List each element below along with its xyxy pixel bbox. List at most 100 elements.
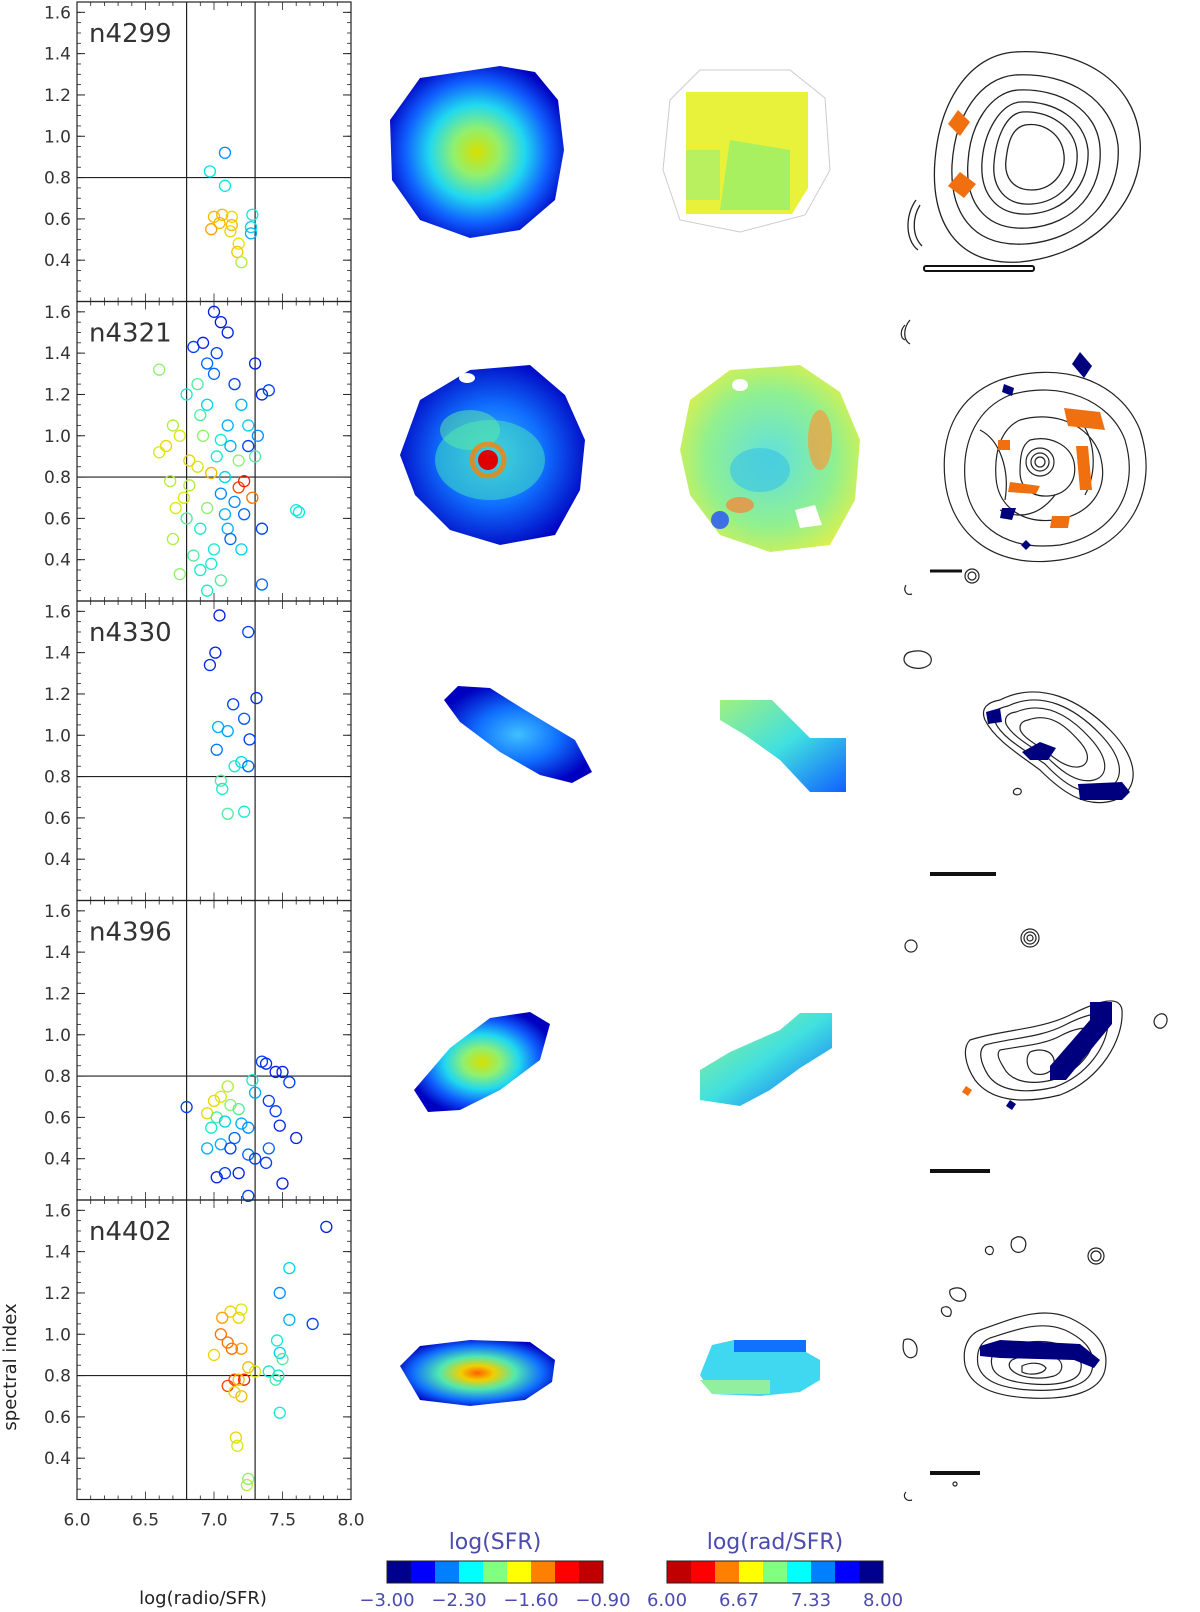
y-tick-label: 1.6 [44,3,71,23]
contour-n4396 [904,928,1168,1173]
data-point [191,460,204,473]
y-tick-label: 1.2 [44,86,71,106]
y-tick-label: 1.4 [44,1243,71,1263]
data-point [218,470,232,484]
data-point [237,1373,251,1386]
data-point [251,429,264,442]
data-point [235,256,248,269]
y-tick-label: 0.6 [44,509,71,529]
data-point [232,1166,245,1180]
colorbar-segment [667,1561,692,1583]
data-point [235,755,248,769]
data-point [248,450,262,463]
data-point [200,398,214,411]
colorbar-title: log(rad/SFR) [707,1530,844,1555]
data-point [292,506,306,519]
colorbar-sfr: log(SFR) −3.00 −2.30 −1.60 −0.90 [359,1530,630,1611]
galaxy-label: n4330 [89,618,172,648]
data-point [276,1177,289,1190]
data-point [200,1142,214,1155]
x-tick-label: 8.0 [337,1511,364,1531]
data-point [207,210,221,223]
y-tick-label: 1.4 [44,644,71,664]
y-tick-label: 0.8 [44,1067,71,1087]
data-point [262,1142,275,1155]
data-point [242,625,255,639]
data-point [221,1336,234,1349]
colorbar-frame [386,1560,604,1584]
data-point [205,223,218,236]
x-tick-label: 6.5 [132,1511,159,1531]
colorbar-segment [459,1561,484,1583]
data-point [228,1131,241,1145]
data-point [153,363,166,376]
sfr-map-n4396 [414,1012,550,1112]
colorbar-title: log(SFR) [449,1530,542,1555]
sfr-map-n4402 [400,1340,555,1406]
data-point [246,1074,259,1087]
galaxy-label: n4299 [89,19,172,49]
data-point [207,367,221,380]
scatter-panels: 0.4 0.6 0.8 1.0 1.2 1.4 1.6 n4299 0.4 0.6 0.8 1.0 1.… [44,1,365,1531]
data-point [224,532,237,546]
data-point [235,543,248,556]
data-point [244,227,258,240]
data-point [255,522,269,535]
data-point [207,1348,221,1362]
data-point [269,1065,282,1079]
scatter-panel-n4396: 0.4 0.6 0.8 1.0 1.2 1.4 1.6 n4396 [44,899,352,1203]
y-tick-label: 1.6 [44,602,71,622]
data-point [232,1311,245,1324]
data-point [218,179,232,192]
data-point [242,439,255,453]
data-point [248,1152,262,1165]
data-point [259,1156,273,1169]
data-point [214,1328,228,1341]
galaxy-label: n4321 [89,319,172,349]
y-tick-label: 1.2 [44,385,71,405]
colorbar-segment [763,1561,788,1583]
x-axis-title: log(radio/SFR) [139,1588,267,1609]
colorbar-ratio: log(rad/SFR) 6.00 6.67 7.33 8.00 [647,1530,903,1611]
y-tick-label: 1.0 [44,1325,71,1345]
data-point [194,408,207,422]
data-point [242,1472,255,1485]
colorbar-segment [483,1561,508,1583]
data-point [153,446,166,459]
scatter-panel-n4402: 0.4 0.6 0.8 1.0 1.2 1.4 1.6 n4402 6.0 6.5 7.0 7.5 8.… [44,1199,365,1531]
data-point [240,1478,254,1492]
data-point [196,429,210,442]
data-point [320,1220,333,1234]
data-point [210,450,223,463]
data-point [259,1057,273,1070]
y-tick-label: 1.0 [44,427,71,447]
data-point [173,429,186,442]
data-point [169,501,182,515]
data-point [213,609,226,622]
data-point [269,1105,282,1118]
data-point [183,454,196,467]
data-point [242,1361,255,1374]
data-point [210,1171,223,1184]
data-point [183,479,196,492]
data-point [214,574,228,587]
colorbar-tick-label: 8.00 [863,1590,903,1611]
galaxy-label: n4402 [89,1217,172,1247]
colorbar-segment [859,1561,884,1583]
data-point [218,1115,232,1128]
data-point [255,388,269,401]
y-tick-label: 0.4 [44,1449,71,1469]
data-point [207,543,221,556]
x-tick-label: 7.0 [200,1511,227,1531]
data-point [218,146,232,159]
y-tick-label: 1.0 [44,726,71,746]
colorbar-tick-label: −2.30 [431,1590,486,1611]
ratio-map-n4299 [662,69,831,233]
data-point [214,433,228,447]
y-tick-label: 1.0 [44,127,71,147]
data-point [159,439,173,453]
colorbar-segment [579,1561,604,1583]
y-tick-label: 1.4 [44,943,71,963]
data-point [248,357,262,370]
data-point [228,495,241,509]
